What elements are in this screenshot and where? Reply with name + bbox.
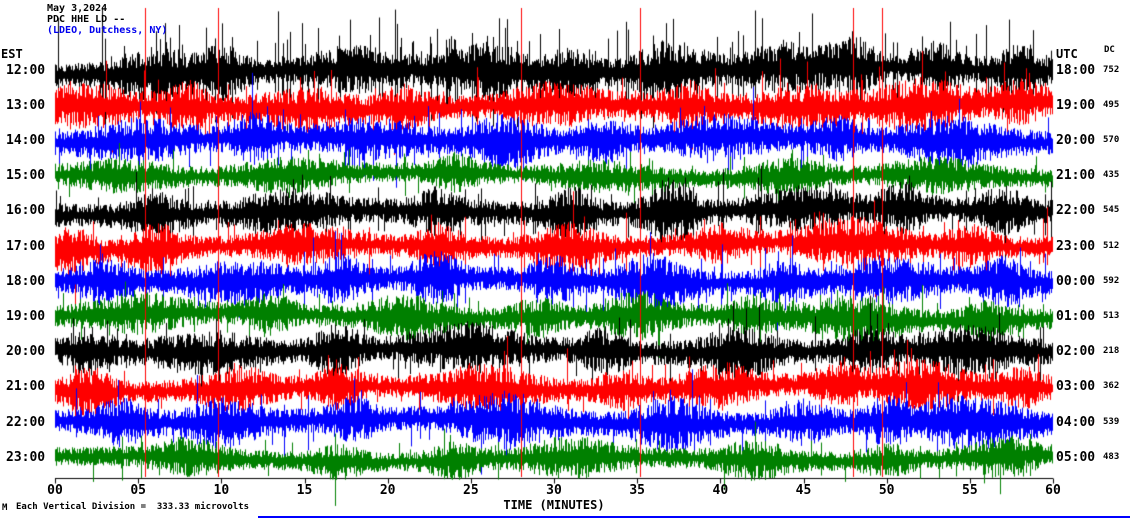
dc-value: 513 <box>1103 310 1120 321</box>
x-tick-label: 50 <box>878 483 895 498</box>
x-tick-label: 45 <box>795 483 812 498</box>
x-tick-label: 55 <box>962 483 978 498</box>
x-tick-label: 30 <box>546 483 562 498</box>
left-axis-title: EST <box>1 47 23 61</box>
utc-label: 00:00 <box>1056 273 1096 289</box>
x-tick-label: 00 <box>47 483 63 498</box>
dc-value: 592 <box>1103 275 1120 286</box>
corner-mark: M <box>2 503 8 513</box>
est-label: 18:00 <box>6 273 46 289</box>
est-label: 23:00 <box>6 449 46 465</box>
x-tick-label: 35 <box>629 483 645 498</box>
dc-value: 545 <box>1103 205 1120 216</box>
utc-label: 02:00 <box>1056 344 1096 360</box>
dc-value: 570 <box>1103 134 1120 145</box>
utc-label: 01:00 <box>1056 308 1096 324</box>
dc-value: 435 <box>1103 170 1120 181</box>
est-label: 21:00 <box>6 379 46 395</box>
x-tick-label: 05 <box>130 483 146 498</box>
dc-column-header: DC <box>1104 45 1115 55</box>
dc-value: 362 <box>1103 381 1120 392</box>
x-tick-label: 15 <box>296 483 313 498</box>
dc-value: 495 <box>1103 99 1120 110</box>
right-axis-title: UTC <box>1056 47 1078 61</box>
est-label: 13:00 <box>6 97 46 113</box>
scale-note: Each Vertical Division = 333.33 microvol… <box>16 502 249 512</box>
utc-label: 03:00 <box>1056 379 1096 395</box>
est-label: 12:00 <box>6 62 46 78</box>
station-location-label: (LDEO, Dutchess, NY) <box>47 25 168 36</box>
x-tick-label: 20 <box>379 483 396 498</box>
dc-value: 512 <box>1103 240 1120 251</box>
est-label: 15:00 <box>6 168 46 184</box>
date-label: May 3,2024 <box>47 3 108 14</box>
x-axis-label: TIME (MINUTES) <box>503 498 605 512</box>
utc-label: 04:00 <box>1056 414 1096 430</box>
est-label: 16:00 <box>6 203 46 219</box>
station-label: PDC HHE LD -- <box>47 14 126 25</box>
est-label: 22:00 <box>6 414 46 430</box>
bottom-blue-rule <box>258 516 1130 518</box>
dc-value: 752 <box>1103 64 1120 75</box>
utc-label: 19:00 <box>1056 97 1096 113</box>
x-tick-label: 25 <box>463 483 479 498</box>
x-tick-label: 10 <box>213 483 230 498</box>
dc-value: 483 <box>1103 451 1120 462</box>
est-label: 17:00 <box>6 238 46 254</box>
utc-label: 23:00 <box>1056 238 1096 254</box>
est-label: 19:00 <box>6 308 46 324</box>
dc-value: 539 <box>1103 416 1120 427</box>
x-tick-label: 40 <box>712 483 729 498</box>
x-tick-label: 60 <box>1045 483 1061 498</box>
utc-label: 05:00 <box>1056 449 1096 465</box>
utc-label: 20:00 <box>1056 132 1096 148</box>
utc-label: 21:00 <box>1056 168 1096 184</box>
utc-label: 18:00 <box>1056 62 1096 78</box>
est-label: 14:00 <box>6 132 46 148</box>
utc-label: 22:00 <box>1056 203 1096 219</box>
dc-value: 218 <box>1103 346 1120 357</box>
est-label: 20:00 <box>6 344 46 360</box>
